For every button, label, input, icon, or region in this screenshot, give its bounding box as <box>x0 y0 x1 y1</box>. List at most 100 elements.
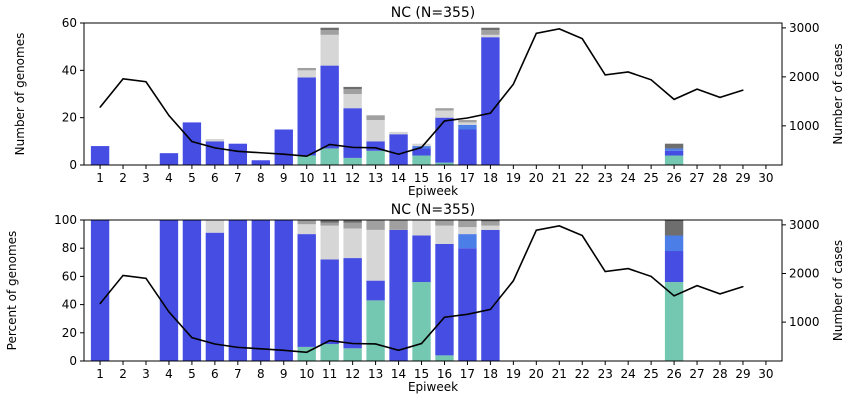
bar-w10-s5 <box>297 220 316 225</box>
bar-w16-s1 <box>435 162 454 165</box>
cases-point-w14 <box>397 153 400 155</box>
bar-w15-s4 <box>412 220 431 236</box>
bar-w18-s5 <box>481 221 500 226</box>
cases-point-w11 <box>329 339 331 342</box>
cases-point-w7 <box>237 150 239 152</box>
bar-w18-s6 <box>481 27 500 31</box>
bar-w8-s2 <box>251 160 270 165</box>
cases-point-w25 <box>650 79 652 81</box>
x-tick-label: 14 <box>391 171 406 185</box>
bar-w9-s2 <box>274 220 293 361</box>
bar-w14-s5 <box>389 220 408 230</box>
y2-axis-label: Number of cases <box>831 240 845 341</box>
bar-w16-s4 <box>435 225 454 244</box>
cases-point-w7 <box>237 346 239 348</box>
bar-w15-s2 <box>412 235 431 283</box>
bar-w10-s4 <box>297 70 316 78</box>
x-tick-label: 8 <box>257 171 265 185</box>
bar-w5-s2 <box>182 220 202 361</box>
panel-2 <box>80 219 786 365</box>
y-tick-label: 60 <box>62 269 77 283</box>
x-tick-label: 30 <box>758 171 773 185</box>
bar-w6-s4 <box>205 138 225 142</box>
cases-point-w19 <box>512 83 514 85</box>
y-tick-label: 0 <box>69 354 77 368</box>
bar-w26-s1 <box>664 282 684 361</box>
x-tick-label: 12 <box>345 367 360 381</box>
y2-tick-label: 1000 <box>789 315 820 329</box>
bar-w17-s3 <box>458 234 477 249</box>
bar-w12-s1 <box>343 157 362 165</box>
bar-w26-s6 <box>664 143 684 149</box>
cases-point-w28 <box>719 293 721 295</box>
cases-point-w20 <box>535 229 537 231</box>
bar-w11-s4 <box>320 225 339 260</box>
cases-point-w26 <box>673 98 675 100</box>
cases-point-w14 <box>397 349 400 351</box>
x-tick-label: 26 <box>666 367 681 381</box>
bar-w5-s2 <box>182 122 202 165</box>
x-tick-label: 23 <box>598 367 613 381</box>
bar-w16-s5 <box>435 220 454 226</box>
cases-point-w17 <box>466 117 469 119</box>
bar-w6-s2 <box>205 232 225 361</box>
y-tick-label: 100 <box>54 213 77 227</box>
x-tick-label: 26 <box>666 171 681 185</box>
bar-w18-s2 <box>481 37 500 166</box>
x-tick-label: 30 <box>758 367 773 381</box>
bar-w17-s2 <box>458 248 477 361</box>
x-tick-label: 18 <box>483 171 498 185</box>
cases-point-w18 <box>489 308 491 311</box>
bar-w18-s6 <box>481 220 500 222</box>
y2-tick-label: 1000 <box>789 119 820 133</box>
bar-w26-s2 <box>664 150 684 156</box>
y2-axis-label: Number of cases <box>831 43 845 144</box>
cases-point-w25 <box>650 275 652 277</box>
bar-w12-s4 <box>343 228 362 259</box>
cases-point-w2 <box>122 78 124 80</box>
cases-point-w21 <box>558 28 560 30</box>
bar-w17-s4 <box>458 227 477 235</box>
x-tick-label: 22 <box>575 367 590 381</box>
bar-w4-s2 <box>159 153 179 165</box>
cases-point-w22 <box>581 38 583 40</box>
bar-w11-s6 <box>320 27 339 31</box>
x-tick-label: 6 <box>211 367 219 381</box>
plot-frame <box>83 22 783 166</box>
cases-point-w6 <box>214 147 216 149</box>
bar-w13-s4 <box>366 120 385 142</box>
cases-point-w9 <box>283 153 285 155</box>
cases-point-w27 <box>696 88 698 90</box>
bar-w26-s3 <box>664 235 684 252</box>
y-axis-label: Percent of genomes <box>5 231 19 351</box>
cases-point-w23 <box>604 74 606 76</box>
bar-w17-s2 <box>458 129 477 165</box>
x-tick-label: 10 <box>299 171 314 185</box>
bar-w12-s5 <box>343 222 362 229</box>
bar-w18-s4 <box>481 225 500 230</box>
cases-point-w23 <box>604 270 606 273</box>
y2-tick-label: 3000 <box>789 218 820 232</box>
bar-w26-s3 <box>664 148 684 151</box>
x-tick-label: 7 <box>234 171 242 185</box>
bar-w13-s2 <box>366 280 385 301</box>
cases-point-w10 <box>306 351 308 353</box>
bar-w17-s5 <box>458 120 477 123</box>
x-tick-label: 15 <box>414 367 429 381</box>
x-tick-label: 29 <box>735 367 750 381</box>
x-tick-label: 24 <box>621 171 636 185</box>
bar-w18-s2 <box>481 229 500 361</box>
x-tick-label: 5 <box>188 171 196 185</box>
bar-w12-s6 <box>343 220 362 223</box>
bar-w4-s2 <box>159 220 179 361</box>
y-tick-label: 60 <box>62 16 77 30</box>
bar-w16-s5 <box>435 108 454 111</box>
x-tick-label: 28 <box>712 367 727 381</box>
bar-w15-s4 <box>412 143 431 147</box>
cases-point-w29 <box>742 286 744 288</box>
panel-1 <box>80 22 786 169</box>
x-tick-label: 18 <box>483 367 498 381</box>
y-tick-label: 20 <box>62 111 77 125</box>
bar-w12-s2 <box>343 108 362 158</box>
